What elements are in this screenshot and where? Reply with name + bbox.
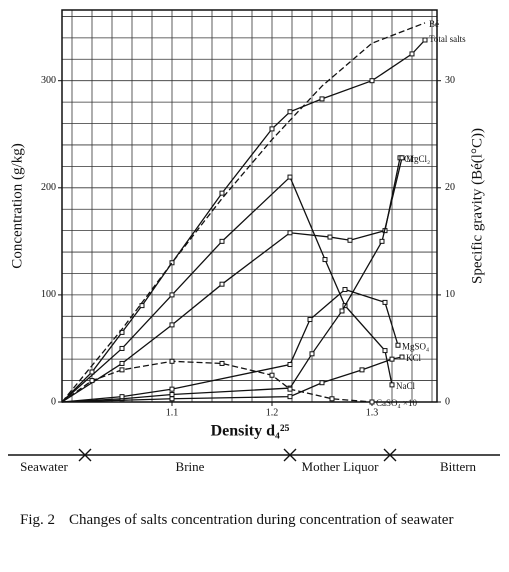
x-tick-label: 1.1	[166, 407, 179, 418]
data-point	[389, 356, 395, 362]
data-point	[169, 292, 175, 298]
y-tick-label: 300	[41, 75, 56, 86]
series-line	[61, 288, 399, 403]
data-point	[347, 237, 353, 243]
y-tick-label: 0	[51, 396, 56, 407]
stage-label: Bittern	[440, 459, 477, 474]
data-point	[119, 394, 125, 400]
data-point	[287, 386, 293, 392]
data-point	[169, 260, 175, 266]
series-label: Bé	[429, 19, 439, 29]
series-label: CaSO₄ ×10	[376, 398, 417, 408]
data-point	[169, 392, 175, 398]
data-point	[322, 257, 328, 263]
data-point	[269, 126, 275, 132]
series-line	[61, 157, 401, 403]
data-point	[169, 386, 175, 392]
data-point	[329, 396, 335, 402]
data-point	[359, 367, 365, 373]
data-point	[327, 234, 333, 240]
y-tick-label: 100	[41, 289, 56, 300]
data-point	[287, 174, 293, 180]
y2-tick-label: 30	[445, 75, 455, 86]
y-tick-label: 200	[41, 182, 56, 193]
caption: Fig. 2 Changes of salts concentration du…	[20, 512, 500, 529]
data-point	[395, 342, 401, 348]
data-point	[287, 109, 293, 115]
data-point	[287, 362, 293, 368]
series-line	[61, 360, 373, 403]
series-label: NaCl	[396, 381, 415, 391]
x-axis-label: Density d₄²⁵	[211, 423, 290, 440]
data-point	[319, 96, 325, 102]
series-line	[61, 39, 426, 403]
data-point	[399, 155, 405, 161]
data-point	[309, 351, 315, 357]
data-point	[219, 238, 225, 244]
series-line	[61, 157, 403, 403]
data-point	[219, 281, 225, 287]
data-point	[399, 354, 405, 360]
data-point	[169, 358, 175, 364]
plot-frame	[61, 9, 438, 403]
caption-label: Fig. 2	[20, 512, 56, 528]
data-point	[422, 37, 428, 43]
x-tick-label: 1.2	[266, 407, 279, 418]
stage-mark	[383, 448, 397, 462]
stage-mark	[78, 448, 92, 462]
data-point	[342, 287, 348, 293]
data-point	[119, 345, 125, 351]
y2-tick-label: 20	[445, 182, 455, 193]
stage-label: Seawater	[20, 459, 68, 474]
data-point	[382, 299, 388, 305]
data-point	[89, 369, 95, 375]
series-label: KCl	[406, 353, 422, 363]
data-point	[287, 230, 293, 236]
data-point	[169, 396, 175, 402]
data-point	[379, 238, 385, 244]
data-point	[339, 308, 345, 314]
y2-axis-label: Specific gravity (Bé(l°C))	[469, 128, 485, 284]
stage-mark	[283, 448, 297, 462]
data-point	[389, 382, 395, 388]
data-point	[169, 322, 175, 328]
caption-text: Changes of salts concentration during co…	[69, 512, 454, 528]
data-point	[219, 190, 225, 196]
data-point	[307, 317, 313, 323]
series-label: MgCl₂	[406, 154, 430, 164]
stage-label: Brine	[176, 459, 205, 474]
data-point	[382, 348, 388, 354]
data-point	[409, 51, 415, 57]
y2-tick-label: 0	[445, 396, 450, 407]
x-tick-label: 1.3	[366, 407, 379, 418]
series-label: MgSO₄	[402, 341, 429, 351]
series-label: Total salts	[429, 34, 466, 44]
data-point	[287, 394, 293, 400]
y-axis-label: Concentration (g/kg)	[9, 143, 25, 268]
data-point	[89, 378, 95, 384]
y2-tick-label: 10	[445, 289, 455, 300]
series-line	[61, 22, 426, 403]
series-label: Cl⁻	[404, 154, 418, 164]
stage-label: Mother Liquor	[302, 459, 380, 474]
data-point	[369, 399, 375, 405]
data-point	[369, 78, 375, 84]
chart: Concentration (g/kg) Specific gravity (B…	[8, 9, 500, 474]
data-point	[269, 372, 275, 378]
data-point	[219, 360, 225, 366]
data-point	[119, 360, 125, 366]
data-point	[139, 303, 145, 309]
data-point	[319, 380, 325, 386]
data-point	[119, 367, 125, 373]
